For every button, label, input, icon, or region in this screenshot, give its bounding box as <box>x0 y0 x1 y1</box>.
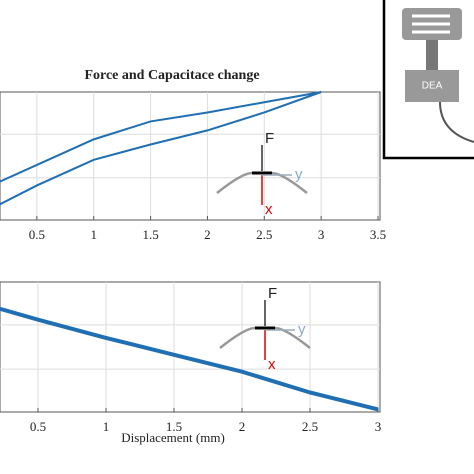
dea-label: DEA <box>422 81 443 92</box>
beam <box>216 171 308 194</box>
cable <box>439 101 474 143</box>
x-tick-label: 2 <box>239 419 246 434</box>
beam <box>219 326 311 349</box>
x-tick-label: 2 <box>204 227 211 242</box>
chart-title: Force and Capacitace change <box>84 68 259 83</box>
x-tick-label: 3 <box>318 227 325 242</box>
plot: 0.5 1 1.5 2 2.5 3 Displacement (mm) Fy x <box>0 281 382 445</box>
gripper-lines <box>412 14 450 34</box>
x-label: x <box>265 201 273 218</box>
x-tick-label: 1.5 <box>142 227 158 242</box>
inset-device: DEA <box>382 0 474 160</box>
force-label: F <box>265 130 274 147</box>
plot: 0.5 1 1.5 2 2.5 3 3.5 Force and Capacitace chan… <box>0 68 386 242</box>
plot-area <box>0 281 381 413</box>
x-tick-label: 3 <box>375 419 382 434</box>
data-line <box>0 91 322 206</box>
x-tick-label: 3.5 <box>370 227 386 242</box>
force-label: F <box>268 285 277 302</box>
x-tick-label: 1.5 <box>166 419 182 434</box>
x-tick-label: 0.5 <box>29 227 45 242</box>
x-tick-label: 2.5 <box>256 227 272 242</box>
x-tick-label: 2.5 <box>302 419 318 434</box>
plot-area <box>0 91 381 221</box>
x-axis-label: Displacement (mm) <box>121 430 225 445</box>
x-label: x <box>268 356 276 373</box>
y-label: y <box>295 166 303 183</box>
data-line <box>0 306 379 412</box>
y-label: y <box>298 321 306 338</box>
x-tick-label: 1 <box>103 419 110 434</box>
x-tick-label: 0.5 <box>30 419 46 434</box>
dea-box <box>405 70 459 102</box>
x-tick-label: 1 <box>90 227 97 242</box>
rod <box>426 40 438 70</box>
